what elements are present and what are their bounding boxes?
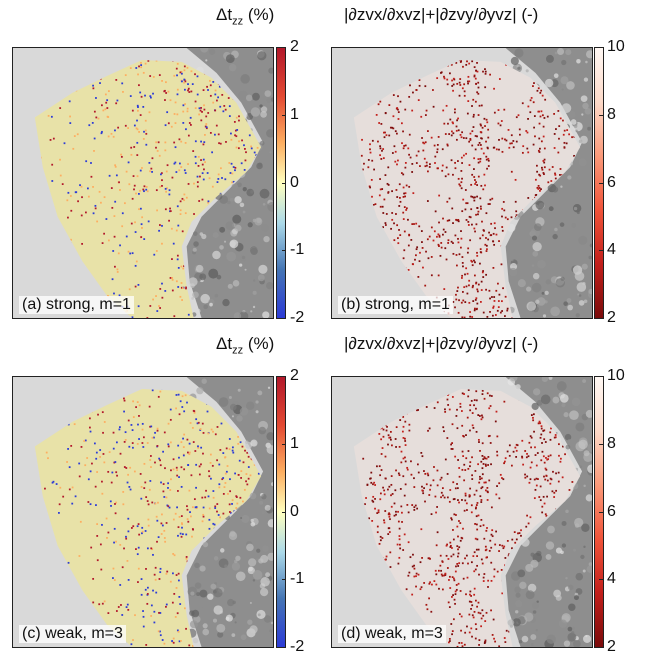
colorbar-tick-label: 8	[607, 434, 616, 452]
panel-d-label: (d) weak, m=3	[338, 625, 446, 643]
colorbar-tickmark	[282, 579, 286, 580]
colorbar-tick-label: 4	[607, 570, 616, 588]
colorbar-tick-label: 1	[290, 105, 299, 123]
panel-a-label: (a) strong, m=1	[19, 296, 134, 314]
colorbar-tick-label: -1	[290, 570, 305, 588]
colorbar-tick-label: 2	[607, 638, 616, 655]
colorbar-tick-label: 2	[290, 38, 299, 55]
panel-c-svg	[13, 377, 273, 647]
colorbar-tick-label: 4	[607, 241, 616, 259]
panel-c-map: (c) weak, m=3	[12, 376, 274, 648]
colorbar-tickmark	[599, 47, 603, 48]
colorbar-tickmark	[599, 250, 603, 251]
colorbar-tickmark	[282, 376, 286, 377]
colorbar-b-title: |∂zvx/∂xvz|+|∂zvy/∂yvz| (-)	[344, 5, 539, 24]
glacier-area	[34, 388, 262, 647]
colorbar-tick-label: 0	[290, 502, 299, 520]
colorbar-tickmark	[282, 183, 286, 184]
rock-terrain	[505, 377, 592, 647]
glacier-area	[353, 59, 581, 318]
glacier-area	[353, 388, 581, 647]
colorbar-tickmark	[282, 115, 286, 116]
panel-b-map: (b) strong, m=1	[331, 47, 593, 319]
colorbar-d-title: |∂zvx/∂xvz|+|∂zvy/∂yvz| (-)	[344, 334, 539, 353]
glacier-area	[34, 59, 262, 318]
colorbar-tick-label: 2	[607, 309, 616, 326]
panel-a-map: (a) strong, m=1	[12, 47, 274, 319]
colorbar-tickmark	[599, 318, 603, 319]
colorbar-tickmark	[282, 318, 286, 319]
colorbar-tickmark	[282, 250, 286, 251]
colorbar-tick-label: 2	[290, 367, 299, 384]
panel-d-svg	[332, 377, 592, 647]
panel-b-label: (b) strong, m=1	[338, 296, 453, 314]
colorbar-tickmark	[599, 579, 603, 580]
colorbar-tickmark	[282, 647, 286, 648]
colorbar-tick-label: -2	[290, 638, 305, 655]
colorbar-tickmark	[599, 115, 603, 116]
panel-c-label: (c) weak, m=3	[19, 625, 126, 643]
colorbar-tickmark	[599, 183, 603, 184]
colorbar-tick-label: 6	[607, 173, 616, 191]
colorbar-tickmark	[599, 444, 603, 445]
colorbar-tick-label: 0	[290, 173, 299, 191]
colorbar-tick-label: -2	[290, 309, 305, 326]
colorbar-tickmark	[282, 512, 286, 513]
panel-b-svg	[332, 48, 592, 318]
colorbar-tickmark	[282, 47, 286, 48]
colorbar-a-title: Δtzz (%)	[216, 5, 275, 28]
colorbar-tick-label: 6	[607, 502, 616, 520]
colorbar-tick-label: -1	[290, 241, 305, 259]
colorbar-c-title: Δtzz (%)	[216, 334, 275, 357]
colorbar-tick-label: 10	[607, 367, 625, 384]
colorbar-tickmark	[599, 647, 603, 648]
panel-a-svg	[13, 48, 273, 318]
colorbar-tickmark	[599, 376, 603, 377]
colorbar-tick-label: 8	[607, 105, 616, 123]
colorbar-tickmark	[599, 512, 603, 513]
panel-d-map: (d) weak, m=3	[331, 376, 593, 648]
colorbar-tickmark	[282, 444, 286, 445]
colorbar-tick-label: 1	[290, 434, 299, 452]
colorbar-tick-label: 10	[607, 38, 625, 55]
